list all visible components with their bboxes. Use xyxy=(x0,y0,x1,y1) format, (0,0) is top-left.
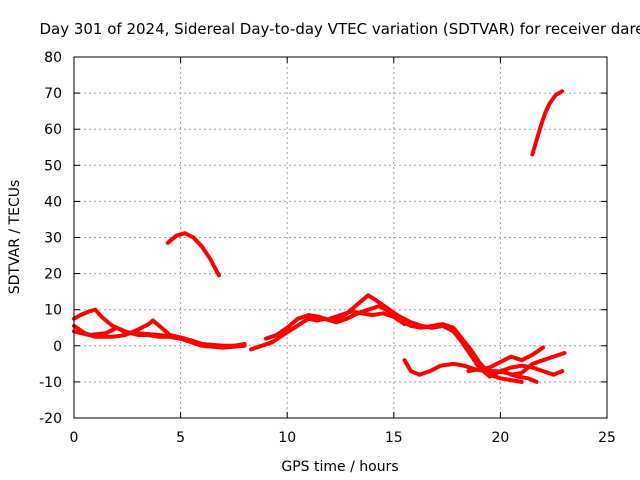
x-tick-label: 5 xyxy=(176,430,185,446)
series-trace-4 xyxy=(249,304,524,384)
y-tick-label: -20 xyxy=(39,411,62,427)
y-tick-label: 30 xyxy=(44,231,62,247)
series-trace-10 xyxy=(466,345,545,374)
x-tick-label: 20 xyxy=(491,430,509,446)
grid-lines xyxy=(74,57,607,418)
axis-ticks xyxy=(73,56,608,419)
series-trace-6 xyxy=(327,309,407,327)
x-tick-label: 25 xyxy=(598,430,616,446)
series-trace-7 xyxy=(165,231,221,278)
series-trace-3 xyxy=(72,325,247,350)
y-tick-label: 20 xyxy=(44,267,62,283)
y-tick-label: 0 xyxy=(53,339,62,355)
series-group xyxy=(72,89,567,384)
series-trace-12 xyxy=(509,351,567,377)
y-tick-label: 40 xyxy=(44,194,62,210)
y-tick-label: 10 xyxy=(44,303,62,319)
series-trace-8 xyxy=(530,89,565,157)
chart-title: Day 301 of 2024, Sidereal Day-to-day VTE… xyxy=(39,20,640,38)
y-axis-label: SDTVAR / TECUs xyxy=(7,180,23,295)
y-tick-label: 70 xyxy=(44,86,62,102)
y-tick-label: 50 xyxy=(44,158,62,174)
x-tick-label: 10 xyxy=(278,430,296,446)
x-axis-label: GPS time / hours xyxy=(281,459,398,475)
x-tick-label: 0 xyxy=(70,430,79,446)
x-tick-label: 15 xyxy=(385,430,403,446)
y-tick-label: 80 xyxy=(44,50,62,66)
y-tick-labels: -20 -10 0 10 20 30 40 50 60 70 80 xyxy=(39,50,62,427)
x-tick-labels: 0 5 10 15 20 25 xyxy=(70,430,616,446)
series-trace-5 xyxy=(263,293,492,379)
y-tick-label: 60 xyxy=(44,122,62,138)
y-tick-label: -10 xyxy=(39,375,62,391)
